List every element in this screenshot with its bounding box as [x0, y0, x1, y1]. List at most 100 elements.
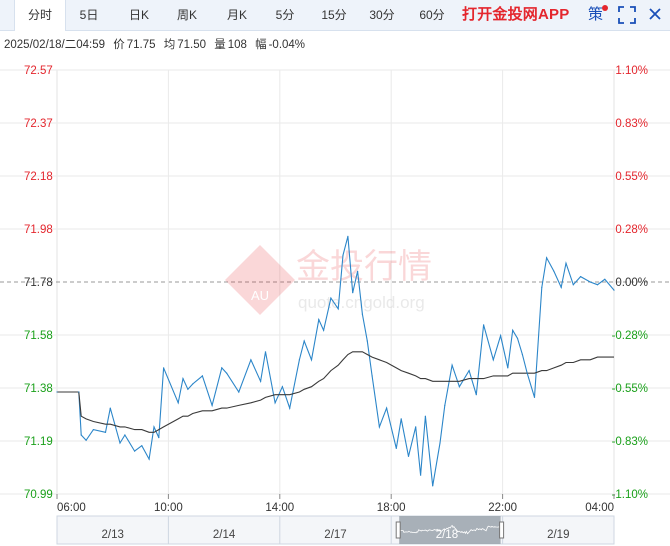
y-tick-label: 72.18 — [24, 171, 53, 183]
price-point — [274, 402, 276, 404]
tab-5day[interactable]: 5日 — [79, 8, 99, 22]
price-point — [589, 281, 591, 283]
price-point — [192, 383, 194, 385]
y2-tick-label: 0.00% — [615, 277, 648, 289]
price-point — [141, 445, 143, 447]
volume-label: 量 — [214, 39, 226, 51]
price-point — [507, 367, 509, 369]
price-point — [104, 431, 107, 433]
notification-dot — [602, 5, 608, 11]
price-point — [330, 297, 332, 299]
tab-weekly-k[interactable]: 周K — [176, 8, 197, 22]
price-point — [201, 375, 203, 377]
y-tick-label: 71.98 — [24, 224, 53, 236]
price-point — [420, 474, 422, 476]
price-point — [124, 434, 126, 436]
price-point — [109, 407, 111, 409]
price-point — [318, 319, 320, 321]
price-point — [451, 364, 453, 366]
y2-tick-label: 0.55% — [615, 171, 648, 183]
period-tab-bar: 分时 5日 日K 周K 月K 5分 15分 30分 60分 打开金投网APP 策 — [0, 0, 670, 31]
x-tick-label: 10:00 — [154, 502, 183, 514]
y2-tick-label: -0.28% — [612, 330, 648, 342]
x-tick-label: 14:00 — [265, 502, 294, 514]
y2-tick-label: 1.10% — [615, 65, 648, 77]
price-point — [526, 372, 528, 374]
tab-intraday[interactable]: 分时 — [14, 0, 66, 31]
y2-tick-label: -0.55% — [612, 383, 648, 395]
y-tick-label: 72.37 — [24, 118, 53, 130]
price-point — [357, 270, 359, 272]
price-point — [512, 329, 514, 331]
price-point — [553, 270, 555, 272]
price-point — [85, 439, 87, 441]
price-point — [187, 388, 189, 390]
price-point — [572, 284, 574, 286]
navigator-handle-left[interactable] — [395, 521, 401, 539]
price-point — [337, 308, 339, 310]
price-point — [521, 353, 524, 356]
navigator-date-label: 2/13 — [102, 529, 124, 541]
price-point — [211, 404, 213, 406]
price-point — [483, 324, 485, 326]
price-point — [281, 386, 283, 388]
price-point — [342, 254, 344, 256]
y-tick-label: 72.57 — [24, 65, 53, 77]
navigator-handle-right[interactable] — [499, 521, 505, 539]
volume-value: 108 — [227, 39, 247, 51]
price-point — [250, 359, 252, 361]
open-app-link[interactable]: 打开金投网APP — [462, 6, 570, 23]
navigator-date-label: 2/19 — [547, 529, 569, 541]
price-point — [439, 442, 441, 444]
price-point — [400, 418, 402, 420]
average-line — [57, 351, 614, 433]
price-point — [580, 276, 582, 278]
y2-tick-label: 0.28% — [615, 224, 648, 236]
change-label: 幅 — [255, 39, 267, 51]
y-tick-label: 71.19 — [24, 436, 53, 448]
avg-label: 均 — [163, 39, 176, 51]
tab-15min[interactable]: 15分 — [321, 8, 347, 22]
watermark-text: 金投行情 — [296, 247, 432, 287]
price-point — [226, 372, 228, 374]
price-point — [395, 447, 397, 449]
price-point — [119, 442, 121, 444]
price-point — [541, 286, 543, 288]
price-point — [500, 335, 502, 337]
navigator-strip[interactable] — [56, 515, 615, 545]
price-label: 价 — [113, 39, 125, 51]
price-point — [613, 289, 615, 291]
tab-30min[interactable]: 30分 — [369, 8, 395, 22]
quote-datetime: 2025/02/18/二04:59 — [4, 39, 106, 51]
x-tick-label: 04:00 — [585, 502, 614, 514]
price-point — [378, 426, 380, 428]
y2-tick-label: -1.10% — [612, 489, 648, 501]
navigator-selection[interactable] — [399, 516, 501, 544]
avg-value: 71.50 — [177, 39, 206, 51]
price-point — [78, 391, 80, 393]
tab-monthly-k[interactable]: 月K — [226, 8, 247, 22]
price-point — [516, 337, 519, 339]
strategy-button[interactable]: 策 — [588, 0, 608, 30]
price-point — [492, 359, 494, 361]
tab-5min[interactable]: 5分 — [275, 8, 295, 22]
y-tick-label: 71.38 — [24, 383, 53, 395]
close-icon[interactable] — [648, 7, 662, 21]
tab-60min[interactable]: 60分 — [419, 8, 445, 22]
price-point — [153, 426, 155, 428]
price-point — [347, 235, 349, 237]
tab-daily-k[interactable]: 日K — [128, 8, 149, 22]
price-point — [560, 286, 562, 288]
price-point — [298, 359, 300, 361]
y-tick-label: 71.58 — [24, 330, 53, 342]
quote-info-bar: 2025/02/18/二04:59 价 71.75 均 71.50 量 108 幅 -0… — [4, 36, 310, 52]
navigator-date-label: 2/17 — [324, 529, 346, 541]
price-point — [310, 359, 313, 361]
price-point — [134, 450, 136, 452]
fullscreen-icon[interactable] — [618, 6, 636, 24]
x-tick-label: 18:00 — [377, 502, 406, 514]
price-point — [260, 380, 262, 382]
price-point — [92, 429, 94, 431]
